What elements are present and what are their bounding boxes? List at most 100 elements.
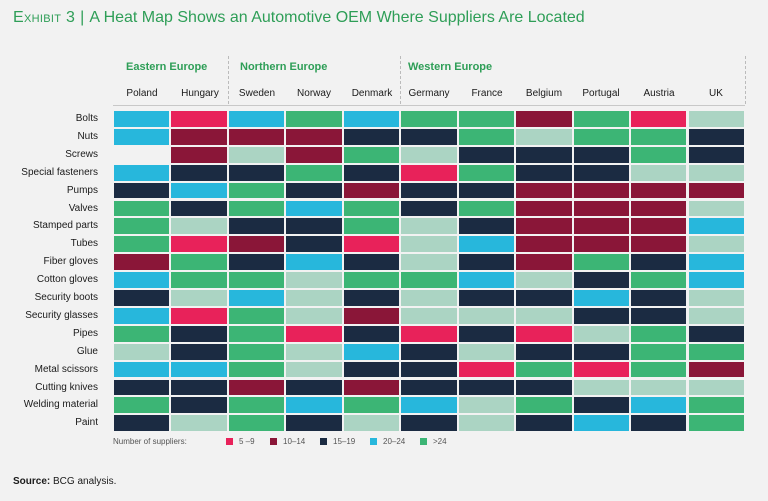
- heatmap-cell: [285, 306, 343, 325]
- column-label-hungary: Hungary: [181, 88, 219, 99]
- heatmap-cell: [342, 342, 401, 361]
- heatmap-cell: [285, 163, 343, 182]
- heatmap-cell: [515, 414, 573, 433]
- heatmap-cell: [227, 306, 286, 325]
- source-text: BCG analysis.: [53, 476, 117, 487]
- heatmap-cell: [687, 127, 745, 146]
- heatmap-cell: [113, 360, 171, 379]
- heatmap-cell: [457, 396, 516, 415]
- heatmap-cell: [342, 145, 401, 164]
- heatmap-cell: [687, 324, 745, 343]
- heatmap-cell: [113, 163, 171, 182]
- heatmap-cell: [687, 145, 745, 164]
- region-label-western-europe: Western Europe: [408, 61, 493, 73]
- heatmap-cell: [515, 289, 573, 307]
- row-label-special-fasteners: Special fasteners: [21, 166, 98, 178]
- heatmap-cell: [170, 414, 228, 433]
- legend-swatch: [420, 438, 427, 445]
- heatmap-cell: [630, 342, 688, 361]
- heatmap-cell: [170, 163, 228, 182]
- row-label-bolts: Bolts: [75, 113, 98, 124]
- heatmap-cell: [687, 342, 745, 361]
- heatmap-cell: [687, 199, 745, 218]
- heatmap-cell: [400, 199, 458, 218]
- heatmap-cell: [342, 271, 401, 289]
- heatmap-cell: [113, 145, 171, 164]
- row-label-nuts: Nuts: [77, 130, 98, 142]
- heatmap-cell: [630, 306, 688, 325]
- heatmap-cell: [227, 127, 286, 146]
- heatmap-cell: [285, 360, 343, 379]
- heatmap-cell: [515, 110, 573, 128]
- column-label-uk: UK: [709, 88, 723, 99]
- legend-label: 15–19: [333, 437, 356, 446]
- heatmap-cell: [113, 378, 171, 397]
- heatmap-cell: [687, 110, 745, 128]
- row-label-security-boots: Security boots: [34, 292, 98, 303]
- heatmap-cell: [170, 360, 228, 379]
- heatmap-cell: [170, 110, 228, 128]
- heatmap-cell: [285, 271, 343, 289]
- heatmap-cell: [170, 342, 228, 361]
- column-label-denmark: Denmark: [351, 88, 393, 99]
- heatmap-cell: [630, 235, 688, 254]
- heatmap-cell: [342, 199, 401, 218]
- heatmap-cell: [572, 253, 631, 272]
- legend-label: 5 –9: [239, 437, 255, 446]
- heatmap-cell: [630, 110, 688, 128]
- heatmap-cell: [457, 289, 516, 307]
- column-label-sweden: Sweden: [238, 88, 276, 99]
- heatmap-cell: [572, 181, 631, 200]
- legend-label: 10–14: [283, 437, 306, 446]
- heatmap-cell: [457, 217, 516, 236]
- heatmap-cell: [572, 289, 631, 307]
- heatmap-cell: [170, 396, 228, 415]
- heatmap-cell: [457, 306, 516, 325]
- column-label-poland: Poland: [126, 88, 158, 99]
- heatmap-cell: [113, 253, 171, 272]
- heatmap-cell: [342, 414, 401, 433]
- region-separator: [400, 56, 401, 104]
- heatmap-cell: [285, 199, 343, 218]
- heatmap-cell: [630, 324, 688, 343]
- heatmap-cell: [515, 324, 573, 343]
- heatmap-cell: [113, 396, 171, 415]
- heatmap-cell: [227, 271, 286, 289]
- heatmap-cell: [400, 127, 458, 146]
- heatmap-cell: [400, 306, 458, 325]
- heatmap-cell: [113, 306, 171, 325]
- legend-swatch: [370, 438, 377, 445]
- row-label-pipes: Pipes: [72, 327, 98, 339]
- heatmap-cell: [630, 163, 688, 182]
- heatmap-cell: [572, 324, 631, 343]
- heatmap-cell: [630, 145, 688, 164]
- heatmap-cell: [113, 199, 171, 218]
- heatmap-cell: [400, 271, 458, 289]
- heatmap-cell: [227, 163, 286, 182]
- heatmap-cell: [342, 360, 401, 379]
- region-separator: [745, 56, 746, 104]
- heatmap-cell: [113, 289, 171, 307]
- heatmap-cell: [170, 253, 228, 272]
- row-label-screws: Screws: [65, 148, 98, 160]
- heatmap-cell: [285, 253, 343, 272]
- heatmap-cell: [400, 110, 458, 128]
- heatmap-cell: [400, 396, 458, 415]
- heatmap-cell: [457, 271, 516, 289]
- heatmap-cell: [457, 253, 516, 272]
- heatmap-cell: [400, 360, 458, 379]
- legend-item-15-19: 15–19: [320, 437, 355, 446]
- heatmap-cell: [170, 306, 228, 325]
- heatmap-cell: [457, 414, 516, 433]
- heatmap-cell: [227, 145, 286, 164]
- heatmap-cell: [285, 396, 343, 415]
- heatmap-cell: [342, 253, 401, 272]
- heatmap-cell: [515, 217, 573, 236]
- legend-item-10-14: 10–14: [270, 437, 305, 446]
- legend-swatch: [270, 438, 277, 445]
- heatmap-cell: [400, 181, 458, 200]
- row-label-stamped-parts: Stamped parts: [32, 220, 98, 232]
- heatmap-cell: [227, 253, 286, 272]
- heatmap-cell: [687, 217, 745, 236]
- heatmap-cell: [572, 360, 631, 379]
